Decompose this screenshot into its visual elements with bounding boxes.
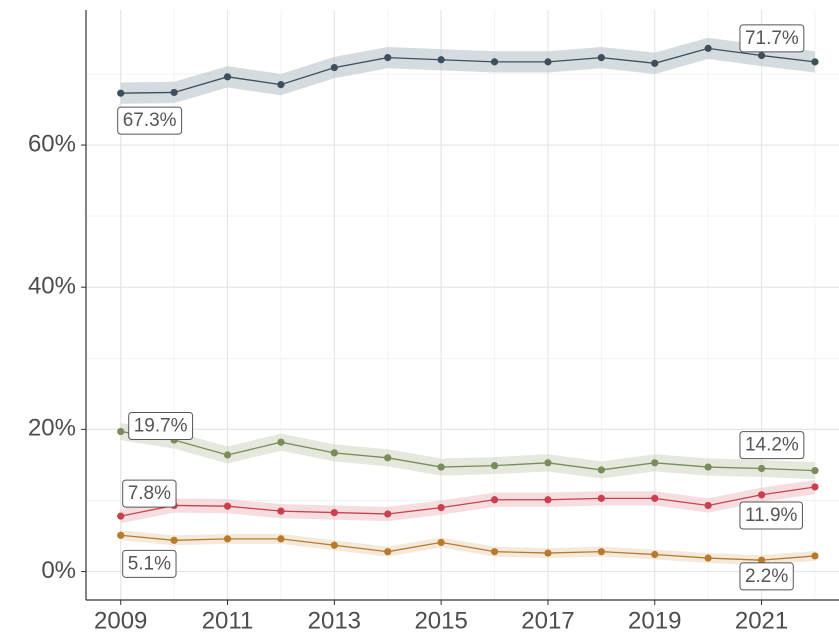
point [384,548,392,556]
value-label-text: 19.7% [134,416,188,437]
point [811,483,819,491]
point [597,54,605,62]
y-tick-label: 0% [41,557,76,584]
point [330,63,338,72]
confidence-band [120,37,815,104]
x-tick-label: 2009 [94,607,147,634]
point [544,496,552,504]
x-tick-label: 2013 [308,607,361,634]
value-label-text: 5.1% [128,553,171,574]
point [757,556,766,564]
y-tick-label: 60% [28,130,76,157]
point [490,462,499,470]
value-label: 19.7% [128,412,194,441]
point [117,89,125,97]
point [437,56,445,64]
point [117,531,125,539]
label-box [122,549,177,578]
x-tick-label: 2015 [414,607,467,634]
y-tick-label: 40% [28,273,76,300]
value-label: 7.8% [122,479,177,508]
point [490,496,499,504]
point [811,467,819,475]
point [437,503,445,512]
value-label: 67.3% [117,106,183,135]
value-label-text: 7.8% [128,483,171,504]
value-label-text: 11.9% [745,505,798,526]
series-line [120,486,816,517]
point [757,491,766,499]
label-box [739,501,803,530]
x-tick-label: 2017 [521,607,574,634]
point [170,88,178,97]
point [117,427,125,436]
series-line [120,534,816,561]
point [811,58,819,66]
value-label-text: 71.7% [745,28,799,49]
point [757,464,766,473]
label-box [739,431,805,460]
value-label: 2.2% [739,562,794,591]
point [544,459,552,467]
value-label-text: 14.2% [745,435,799,456]
point [597,466,605,474]
value-label: 71.7% [739,24,805,53]
series-line [120,430,815,472]
point [223,535,232,543]
point [651,494,659,502]
x-tick-label: 2021 [735,607,788,634]
point [170,536,178,544]
value-label: 14.2% [739,431,805,460]
value-label: 11.9% [739,501,803,530]
series-line [120,47,816,94]
confidence-band [120,423,815,480]
point [704,463,712,471]
label-box [117,106,183,135]
point [330,541,338,549]
point [384,510,392,518]
point [277,438,285,446]
label-box [739,24,805,53]
point [223,73,232,81]
confidence-band [120,530,815,566]
point [384,54,392,62]
value-label-text: 67.3% [123,110,177,131]
point [704,44,712,52]
point [757,51,766,60]
point [384,454,392,462]
label-box [122,479,177,508]
point [704,501,712,510]
point [277,81,285,89]
value-label: 5.1% [122,549,177,578]
point [544,549,552,557]
point [597,494,605,502]
y-tick-label: 20% [28,415,76,442]
label-box [739,562,794,591]
x-tick-label: 2011 [202,607,254,634]
point [811,552,819,560]
point [651,59,659,67]
point [330,508,338,517]
point [704,554,712,562]
point [437,463,445,471]
confidence-band [120,479,815,524]
label-box [128,412,194,441]
point [277,507,285,515]
point [223,451,232,459]
point [651,550,659,559]
point [437,538,445,547]
value-label-text: 2.2% [745,566,788,587]
point [544,58,552,66]
x-tick-label: 2019 [628,607,681,634]
point [330,449,338,457]
point [597,548,605,556]
point [651,459,659,467]
point [277,535,285,543]
point [117,512,125,520]
point [490,58,499,66]
point [223,502,232,510]
point [490,548,499,556]
